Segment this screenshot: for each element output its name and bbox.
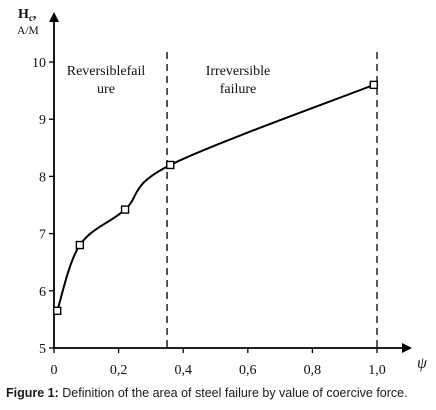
region-boundaries bbox=[166, 52, 378, 348]
figure-caption: Figure 1: Definition of the area of stee… bbox=[6, 386, 434, 400]
y-axis-symbol: H bbox=[18, 7, 29, 22]
region-reversible-line2: ure bbox=[97, 82, 115, 97]
y-axis-unit: A/M bbox=[17, 25, 39, 37]
y-ticks: 5 6 7 8 9 10 bbox=[32, 56, 54, 357]
x-tick-label: 0 bbox=[51, 363, 58, 378]
region-reversible-line1: Reversiblefail bbox=[67, 64, 146, 79]
y-axis-suffix: , bbox=[33, 7, 37, 22]
x-tick-label: 0,6 bbox=[239, 363, 257, 378]
y-axis-subscript: c bbox=[29, 13, 33, 23]
y-tick-label: 7 bbox=[39, 228, 46, 243]
y-tick-label: 10 bbox=[32, 56, 46, 71]
data-point-marker bbox=[166, 160, 175, 170]
y-tick-label: 9 bbox=[39, 113, 46, 128]
data-point-marker bbox=[120, 205, 130, 214]
x-tick-label: 0,2 bbox=[110, 363, 128, 378]
data-point-marker bbox=[369, 80, 378, 90]
caption-label: Figure 1: bbox=[6, 386, 59, 400]
x-axis-title: ψ bbox=[417, 355, 428, 372]
series bbox=[53, 80, 378, 316]
y-axis-title: Hc, bbox=[18, 7, 36, 23]
y-tick-label: 5 bbox=[39, 342, 46, 357]
x-tick-label: 0,8 bbox=[304, 363, 322, 378]
data-point-marker bbox=[53, 306, 62, 316]
x-tick-label: 0,4 bbox=[174, 363, 192, 378]
region-irreversible-line2: failure bbox=[220, 82, 257, 97]
data-point-marker bbox=[75, 240, 85, 250]
region-irreversible-line1: Irreversible bbox=[206, 64, 271, 79]
caption-text: Definition of the area of steel failure … bbox=[58, 386, 408, 400]
x-ticks: 0 0,2 0,4 0,6 0,8 1,0 bbox=[51, 348, 386, 378]
series-line bbox=[56, 83, 375, 312]
x-tick-label: 1,0 bbox=[368, 363, 386, 378]
y-tick-label: 8 bbox=[39, 170, 46, 185]
y-tick-label: 6 bbox=[39, 285, 46, 300]
